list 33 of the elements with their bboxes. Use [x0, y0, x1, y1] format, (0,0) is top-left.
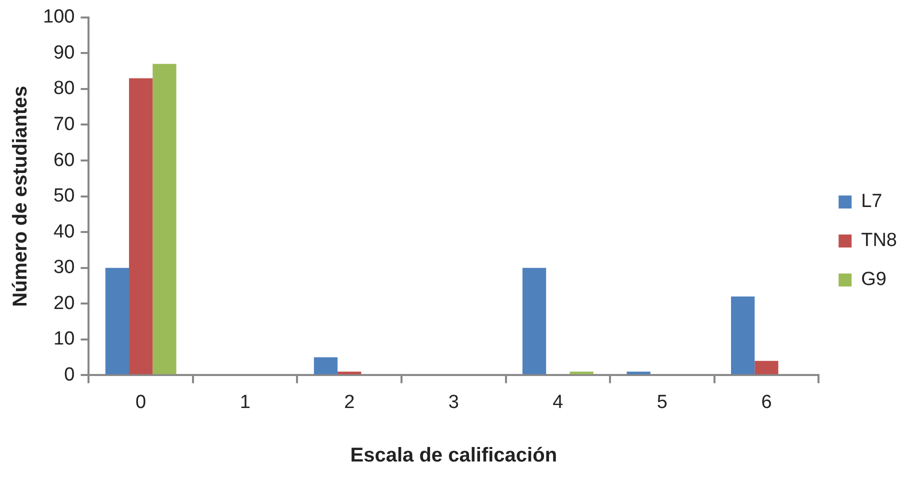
- x-tick-label: 1: [240, 392, 250, 413]
- legend-label: TN8: [861, 230, 898, 252]
- bar: [570, 372, 594, 374]
- x-tick-label: 0: [136, 392, 146, 413]
- x-tick-label: 3: [448, 392, 459, 413]
- bar: [626, 372, 650, 374]
- y-tick-label: 10: [54, 328, 75, 350]
- y-tick-label: 50: [54, 186, 75, 207]
- bar: [152, 64, 176, 374]
- y-tick-label: 80: [54, 78, 75, 100]
- bar: [314, 357, 338, 374]
- y-tick-label: 100: [43, 6, 75, 28]
- y-tick-label: 90: [54, 42, 75, 64]
- bar: [754, 360, 778, 374]
- x-axis-title: Escala de calificación: [350, 444, 558, 467]
- y-tick-label: 0: [64, 364, 75, 386]
- x-tick-label: 6: [761, 392, 772, 413]
- x-tick-label: 2: [344, 392, 355, 413]
- bar: [731, 296, 755, 374]
- bar: [522, 268, 546, 374]
- x-tick-label: 5: [656, 392, 668, 413]
- legend-label: G9: [861, 269, 886, 290]
- y-tick-label: 20: [54, 292, 75, 314]
- y-tick-label: 40: [54, 221, 75, 242]
- y-tick-label: 30: [54, 257, 75, 278]
- bar: [129, 78, 153, 374]
- bar: [338, 372, 362, 374]
- legend-label: L7: [861, 191, 882, 212]
- y-tick-label: 60: [54, 150, 75, 171]
- bar: [105, 268, 130, 374]
- y-axis-title: Número de estudiantes: [10, 86, 32, 307]
- y-tick-label: 70: [54, 114, 75, 135]
- x-tick-label: 4: [552, 392, 564, 413]
